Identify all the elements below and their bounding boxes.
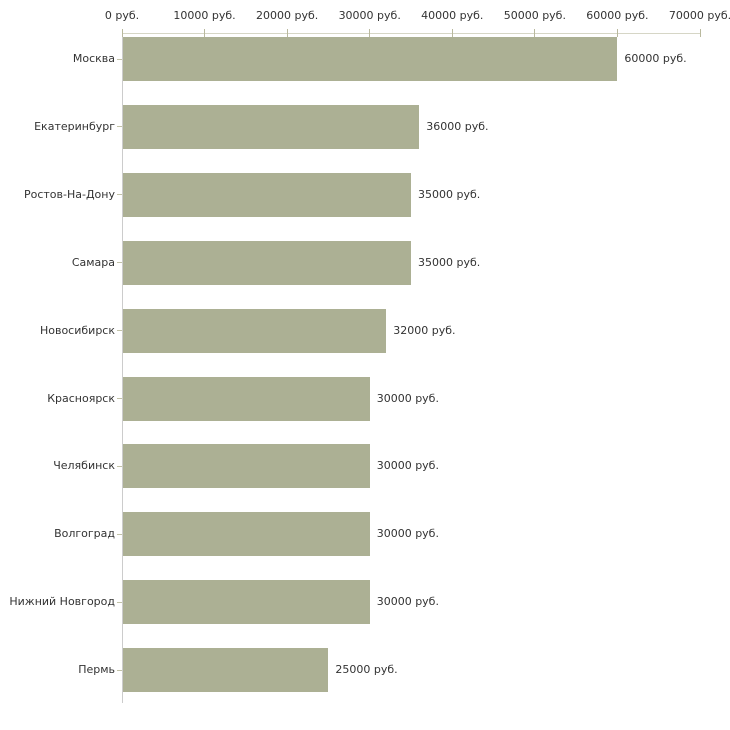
value-label: 30000 руб. <box>376 391 439 405</box>
bar <box>123 512 370 557</box>
x-tick-label: 60000 руб. <box>586 9 649 22</box>
category-label: Ростов-На-Дону <box>23 187 115 201</box>
x-tick-mark <box>699 29 701 37</box>
bar <box>123 104 420 149</box>
category-label: Красноярск <box>47 391 115 405</box>
x-tick-mark <box>616 29 618 37</box>
bar <box>123 37 618 81</box>
bar <box>123 648 329 693</box>
bar <box>123 580 370 625</box>
y-tick-mark <box>117 330 122 332</box>
x-tick-label: 70000 руб. <box>668 9 730 22</box>
y-tick-mark <box>117 398 122 399</box>
value-label: 35000 руб. <box>418 255 481 269</box>
category-label: Челябинск <box>53 459 115 473</box>
value-label: 30000 руб. <box>376 459 439 473</box>
category-label: Екатеринбург <box>34 119 115 133</box>
bar <box>123 172 411 217</box>
x-tick-mark <box>121 29 123 37</box>
y-tick-mark <box>117 194 122 196</box>
value-label: 30000 руб. <box>376 595 439 609</box>
x-tick-label: 40000 руб. <box>421 9 484 22</box>
x-tick-mark <box>534 29 536 37</box>
x-tick-mark <box>369 29 371 37</box>
y-tick-mark <box>117 533 122 535</box>
category-label: Нижний Новгород <box>9 595 115 609</box>
bar <box>123 376 370 421</box>
x-tick-label: 30000 руб. <box>338 9 401 22</box>
y-axis-line <box>122 33 123 703</box>
y-tick-mark <box>117 58 122 60</box>
y-tick-mark <box>117 126 122 128</box>
category-label: Новосибирск <box>39 323 115 337</box>
x-tick-mark <box>204 29 206 37</box>
bar <box>123 308 387 353</box>
x-tick-label: 50000 руб. <box>503 9 566 22</box>
category-label: Пермь <box>78 663 115 677</box>
x-tick-mark <box>451 29 453 37</box>
x-tick-mark <box>286 29 288 37</box>
value-label: 36000 руб. <box>426 119 489 133</box>
category-label: Волгоград <box>54 527 115 541</box>
x-tick-label: 10000 руб. <box>173 9 236 22</box>
value-label: 32000 руб. <box>393 323 456 337</box>
value-label: 30000 руб. <box>376 527 439 541</box>
bar <box>123 444 370 489</box>
y-tick-mark <box>117 669 122 671</box>
y-tick-mark <box>117 465 122 467</box>
x-axis-line <box>122 33 701 34</box>
bar <box>123 240 411 285</box>
value-label: 25000 руб. <box>335 663 398 677</box>
y-tick-mark <box>117 601 122 603</box>
y-tick-mark <box>117 262 122 264</box>
category-label: Самара <box>71 255 115 269</box>
value-label: 60000 руб. <box>624 52 687 65</box>
x-tick-label: 20000 руб. <box>256 9 319 22</box>
value-label: 35000 руб. <box>418 187 481 201</box>
x-tick-label: 0 руб. <box>104 9 140 22</box>
category-label: Москва <box>72 52 115 65</box>
